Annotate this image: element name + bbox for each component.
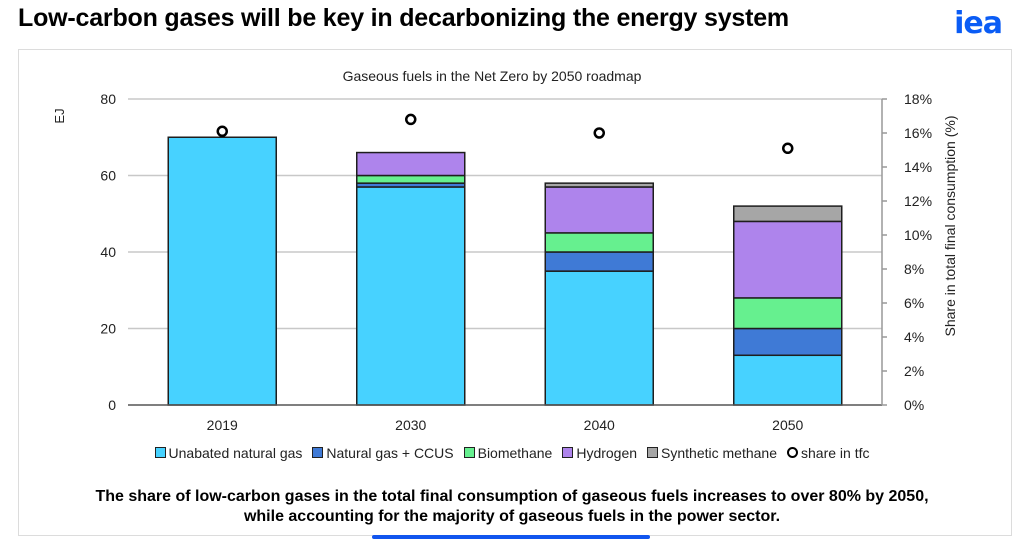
bar-segment — [544, 182, 654, 188]
legend-item: Synthetic methane — [647, 445, 777, 461]
chart-title: Gaseous fuels in the Net Zero by 2050 ro… — [343, 68, 642, 84]
bar-segment — [733, 297, 843, 330]
caption: The share of low-carbon gases in the tot… — [0, 487, 1024, 527]
bar-segment — [544, 270, 654, 406]
y-tick-label: 0 — [108, 397, 116, 413]
bar-segment — [167, 136, 277, 406]
legend-label: Synthetic methane — [661, 445, 777, 461]
bar-segment — [733, 205, 843, 223]
y2-tick-label: 2% — [904, 363, 924, 379]
y2-tick-label: 18% — [904, 91, 932, 107]
x-tick-label: 2040 — [584, 417, 615, 433]
legend-item: Unabated natural gas — [154, 445, 303, 461]
y2-tick-label: 10% — [904, 227, 932, 243]
y2-axis-label: Share in total final consumption (%) — [942, 116, 958, 337]
legend-swatch — [647, 447, 659, 458]
x-tick-label: 2019 — [207, 417, 238, 433]
legend-label: share in tfc — [801, 445, 870, 461]
bar-segment — [733, 354, 843, 406]
legend-label: Hydrogen — [576, 445, 638, 461]
chart-legend: Unabated natural gas Natural gas + CCUS Bi… — [0, 445, 1024, 461]
y-tick-label: 60 — [100, 168, 116, 184]
bar-segment — [356, 174, 466, 184]
legend-item: Hydrogen — [562, 445, 637, 461]
y2-tick-label: 14% — [904, 159, 932, 175]
legend-marker-icon — [787, 447, 798, 458]
bar-segment — [733, 220, 843, 299]
y-tick-label: 40 — [100, 244, 116, 260]
y-tick-label: 80 — [100, 91, 116, 107]
legend-label: Biomethane — [477, 445, 553, 461]
legend-swatch — [463, 447, 475, 458]
legend-item: share in tfc — [787, 445, 869, 461]
x-tick-label: 2030 — [395, 417, 426, 433]
bar-segment — [544, 251, 654, 272]
share-marker — [405, 113, 417, 126]
bar-segment — [544, 186, 654, 234]
legend-label: Natural gas + CCUS — [326, 445, 454, 461]
y2-tick-label: 0% — [904, 397, 924, 413]
bar-segment — [544, 232, 654, 253]
legend-swatch — [562, 447, 574, 458]
y2-tick-label: 16% — [904, 125, 932, 141]
y2-tick-label: 12% — [904, 193, 932, 209]
caption-line-1: The share of low-carbon gases in the tot… — [95, 488, 929, 505]
legend-item: Biomethane — [463, 445, 553, 461]
slide-title: Low-carbon gases will be key in decarbon… — [18, 4, 789, 32]
y2-tick-label: 6% — [904, 295, 924, 311]
iea-logo: iea — [954, 6, 1003, 41]
legend-swatch — [154, 447, 166, 458]
bar-segment — [356, 186, 466, 406]
y2-tick-label: 8% — [904, 261, 924, 277]
legend-label: Unabated natural gas — [168, 445, 303, 461]
share-marker — [782, 142, 794, 155]
share-marker — [593, 127, 605, 139]
share-marker — [216, 125, 228, 138]
horizontal-scrollbar[interactable] — [372, 535, 650, 539]
bar-segment — [733, 327, 843, 357]
legend-item: Natural gas + CCUS — [312, 445, 454, 461]
caption-line-2: while accounting for the majority of gas… — [243, 508, 781, 525]
y-tick-label: 20 — [100, 321, 116, 337]
x-tick-label: 2050 — [772, 417, 803, 433]
bar-segment — [356, 151, 466, 177]
y-axis-label: EJ — [52, 108, 67, 123]
y2-tick-label: 4% — [904, 329, 924, 345]
legend-swatch — [312, 447, 324, 458]
